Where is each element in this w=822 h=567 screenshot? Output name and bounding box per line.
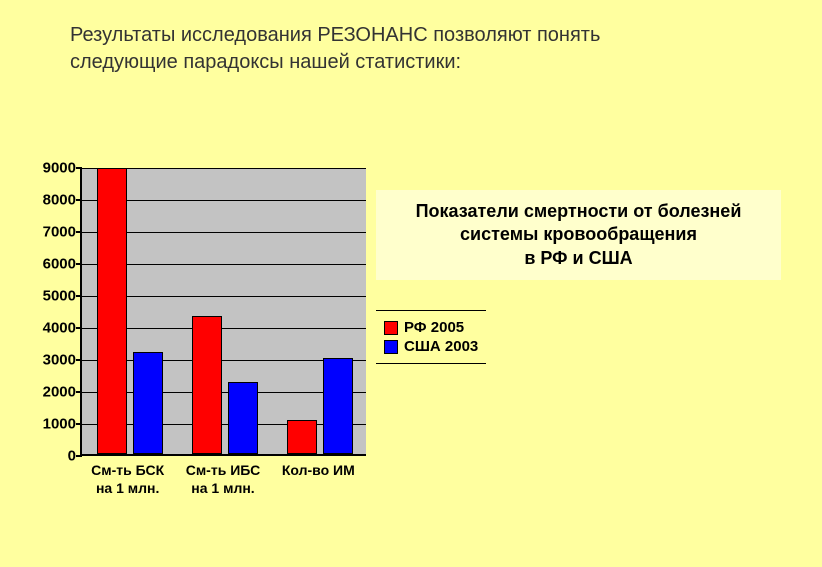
chart-bar [97,168,127,454]
chart-y-tick-label: 3000 [30,352,76,369]
chart-subtitle: Показатели смертности от болезней систем… [376,190,781,280]
chart-x-label: См-ть БСКна 1 млн. [80,462,175,497]
chart-bar [228,382,258,454]
chart-bar [287,420,317,454]
chart-tick-mark [76,199,82,201]
chart-tick-mark [76,359,82,361]
chart-tick-mark [76,167,82,169]
chart-y-tick-label: 2000 [30,384,76,401]
chart-bar [133,352,163,454]
chart-tick-mark [76,295,82,297]
chart-y-tick-label: 1000 [30,416,76,433]
chart-x-label: Кол-во ИМ [271,462,366,497]
legend-item: США 2003 [384,338,478,355]
chart-plot-area [80,168,366,456]
legend-swatch [384,321,398,335]
chart-legend: РФ 2005 США 2003 [376,310,486,364]
page-heading: Результаты исследования РЕЗОНАНС позволя… [70,22,710,76]
chart-y-tick-label: 0 [30,448,76,465]
legend-label: США 2003 [404,338,478,355]
chart-x-labels: См-ть БСКна 1 млн.См-ть ИБСна 1 млн.Кол-… [80,462,366,497]
legend-swatch [384,340,398,354]
chart-y-tick-label: 5000 [30,288,76,305]
chart-y-tick-label: 9000 [30,160,76,177]
chart-tick-mark [76,231,82,233]
chart-y-tick-label: 6000 [30,256,76,273]
chart-bar [323,358,353,454]
chart-y-tick-label: 8000 [30,192,76,209]
bar-chart: 0100020003000400050006000700080009000 См… [30,168,366,518]
chart-tick-mark [76,423,82,425]
chart-tick-mark [76,455,82,457]
chart-y-tick-label: 4000 [30,320,76,337]
legend-item: РФ 2005 [384,319,478,336]
chart-bar [192,316,222,454]
chart-y-tick-label: 7000 [30,224,76,241]
chart-x-label: См-ть ИБСна 1 млн. [175,462,270,497]
chart-tick-mark [76,263,82,265]
chart-tick-mark [76,327,82,329]
legend-label: РФ 2005 [404,319,464,336]
chart-tick-mark [76,391,82,393]
